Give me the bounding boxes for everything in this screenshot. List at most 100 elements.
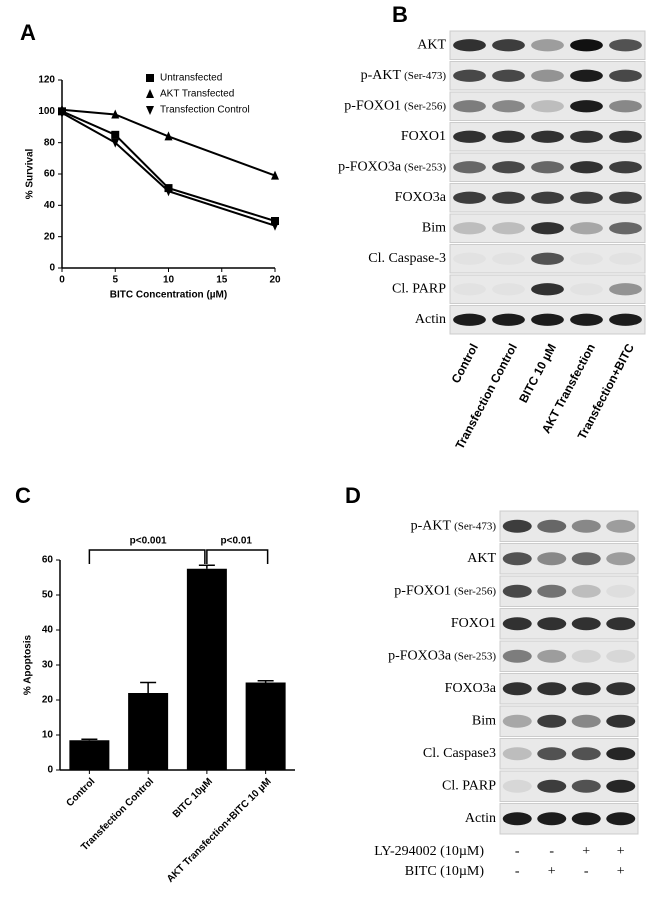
row-label: Cl. PARP (392, 281, 446, 296)
row-label: FOXO3a (445, 681, 497, 696)
row-label: AKT (467, 551, 496, 566)
treatment-sign: + (617, 844, 625, 859)
band (570, 253, 603, 265)
band (502, 649, 532, 663)
band (502, 747, 532, 761)
phospho-site: (Ser-473) (404, 69, 446, 81)
panel-label: D (345, 483, 361, 508)
treatment-sign: + (548, 864, 556, 879)
protein-name: AKT (417, 37, 446, 52)
band (537, 552, 567, 566)
x-tick-label: 15 (216, 275, 228, 286)
band (606, 584, 636, 598)
phospho-site: (Ser-253) (404, 161, 446, 173)
series-line (61, 110, 276, 222)
band (606, 649, 636, 663)
x-axis-label: BITC Concentration (µM) (110, 290, 227, 301)
marker (271, 217, 279, 225)
phospho-site: (Ser-256) (454, 585, 496, 597)
band (502, 682, 532, 696)
band (492, 313, 525, 326)
row-label: Cl. Caspase-3 (368, 251, 446, 266)
treatment-sign: + (617, 864, 625, 879)
band (571, 779, 601, 793)
y-tick-label: 120 (38, 75, 55, 86)
band (570, 130, 603, 143)
x-tick-label: AKT Transfection+BITC 10 µM (165, 776, 274, 885)
treatment-label: BITC (10µM) (405, 864, 485, 879)
marker (164, 187, 173, 197)
panel-label: A (20, 20, 36, 45)
band (531, 69, 564, 82)
band (502, 519, 532, 533)
protein-name: Cl. Caspase3 (423, 746, 496, 761)
protein-name: FOXO3a (445, 681, 497, 696)
band (609, 222, 642, 235)
protein-name: Cl. PARP (392, 281, 446, 296)
band (537, 617, 567, 631)
blot-strip (449, 274, 646, 304)
band (502, 584, 532, 598)
band (570, 161, 603, 174)
legend-marker (146, 74, 154, 82)
y-tick-label: 80 (44, 137, 56, 148)
band (531, 283, 564, 296)
band (531, 222, 564, 235)
error-bar (257, 680, 274, 683)
bar (186, 568, 227, 770)
band (531, 100, 564, 113)
treatment-sign: - (515, 844, 520, 859)
band (537, 779, 567, 793)
row-label: p-FOXO3a (Ser-253) (388, 648, 496, 663)
bar (245, 682, 286, 770)
band (453, 100, 486, 113)
band (453, 222, 486, 235)
band (571, 584, 601, 598)
y-tick-label: 40 (42, 625, 54, 636)
band (606, 747, 636, 761)
lane-label: Control (449, 341, 481, 385)
band (571, 649, 601, 663)
treatment-sign: - (584, 864, 589, 879)
band (531, 191, 564, 204)
row-label: Bim (472, 713, 496, 728)
protein-name: Bim (472, 713, 496, 728)
phospho-site: (Ser-256) (404, 100, 446, 112)
x-tick-label: Control (64, 776, 97, 809)
band (609, 253, 642, 265)
protein-name: Cl. Caspase-3 (368, 251, 446, 266)
x-tick-label: 5 (112, 275, 118, 286)
marker (58, 108, 66, 118)
protein-name: p-FOXO1 (394, 583, 451, 598)
band (606, 812, 636, 826)
band (537, 584, 567, 598)
band (609, 313, 642, 326)
row-label: FOXO3a (395, 190, 447, 205)
band (492, 191, 525, 204)
band (531, 252, 564, 265)
protein-name: FOXO1 (401, 129, 446, 144)
band (531, 161, 564, 174)
treatment-sign: - (549, 844, 554, 859)
band (531, 130, 564, 143)
y-tick-label: 20 (44, 231, 56, 242)
band (571, 682, 601, 696)
y-tick-label: 60 (42, 555, 54, 566)
phospho-site: (Ser-253) (454, 650, 496, 662)
band (502, 714, 532, 728)
y-tick-label: 40 (44, 200, 56, 211)
row-label: Actin (415, 312, 446, 327)
band (492, 130, 525, 143)
band (571, 552, 601, 566)
band (609, 39, 642, 52)
band (606, 617, 636, 631)
lane-label: BITC 10 µM (516, 341, 559, 405)
y-tick-label: 30 (42, 660, 54, 671)
significance-label: p<0.001 (130, 536, 167, 547)
band (537, 649, 567, 663)
protein-name: Cl. PARP (442, 778, 496, 793)
band (502, 779, 532, 793)
band (606, 714, 636, 728)
y-tick-label: 10 (42, 730, 54, 741)
phospho-site: (Ser-473) (454, 520, 496, 532)
